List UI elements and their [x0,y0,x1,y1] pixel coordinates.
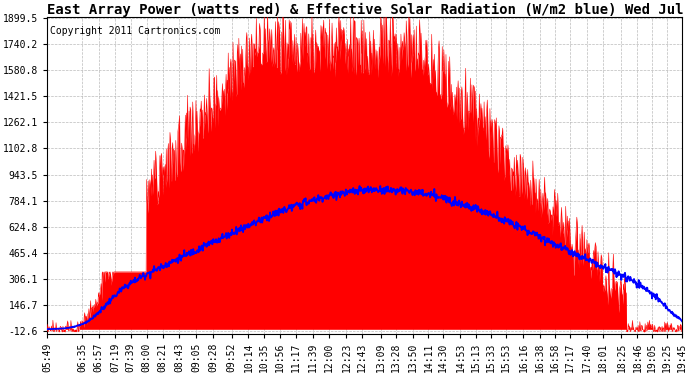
Text: Copyright 2011 Cartronics.com: Copyright 2011 Cartronics.com [50,27,221,36]
Text: East Array Power (watts red) & Effective Solar Radiation (W/m2 blue) Wed Jul 13 : East Array Power (watts red) & Effective… [47,3,690,17]
